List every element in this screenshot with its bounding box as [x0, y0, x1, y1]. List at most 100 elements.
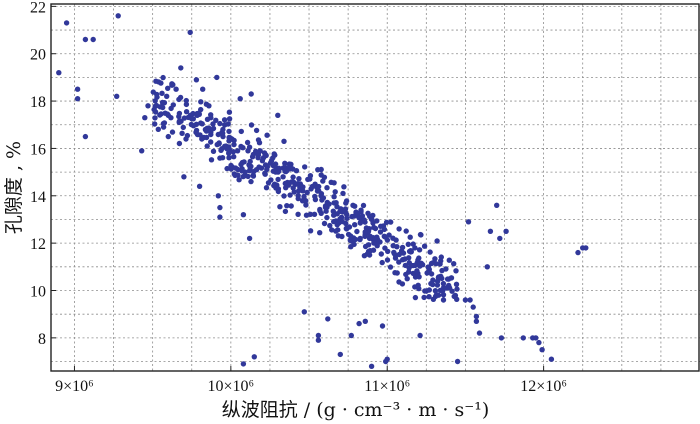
- data-point: [203, 101, 210, 107]
- data-point: [444, 276, 451, 282]
- data-point: [412, 262, 418, 269]
- data-point: [430, 260, 436, 266]
- data-point: [63, 20, 70, 26]
- data-point: [288, 203, 294, 209]
- data-point: [333, 228, 339, 234]
- y-tick-label: 18: [30, 94, 46, 111]
- data-point: [392, 255, 399, 261]
- data-point: [248, 122, 255, 128]
- data-point: [302, 164, 308, 170]
- data-point: [412, 294, 419, 301]
- data-point: [358, 207, 364, 213]
- data-point: [185, 114, 191, 121]
- data-point: [435, 275, 442, 281]
- data-point: [226, 109, 233, 115]
- data-point: [487, 228, 494, 234]
- data-point: [234, 148, 241, 154]
- data-point: [114, 93, 120, 100]
- data-point: [432, 256, 438, 262]
- data-point: [303, 212, 310, 218]
- data-point: [325, 316, 331, 322]
- data-point: [440, 297, 447, 303]
- data-point: [402, 262, 409, 269]
- data-point: [183, 97, 189, 104]
- data-point: [262, 171, 268, 177]
- data-point: [288, 161, 294, 167]
- data-point: [214, 141, 220, 148]
- data-point: [224, 165, 230, 172]
- data-point: [210, 125, 217, 132]
- data-point: [282, 160, 288, 166]
- data-point: [217, 204, 223, 211]
- data-point: [434, 238, 440, 244]
- data-point: [354, 211, 361, 217]
- data-point: [230, 149, 236, 155]
- data-point: [193, 77, 200, 83]
- data-point: [317, 230, 323, 236]
- data-point: [251, 354, 257, 360]
- data-point: [240, 173, 246, 180]
- data-point: [360, 202, 367, 209]
- data-point: [357, 219, 364, 225]
- data-point: [203, 134, 210, 141]
- data-point: [56, 70, 62, 76]
- data-point: [371, 240, 377, 246]
- data-point: [391, 249, 397, 256]
- data-point: [74, 96, 81, 102]
- data-point: [331, 218, 337, 225]
- data-point: [348, 244, 354, 250]
- data-point: [533, 335, 539, 341]
- data-point: [280, 174, 286, 180]
- data-point: [179, 130, 185, 136]
- data-point: [315, 167, 321, 173]
- data-point: [438, 258, 444, 264]
- data-point: [115, 13, 121, 19]
- data-point: [82, 36, 89, 43]
- data-point: [240, 212, 247, 218]
- data-point: [263, 185, 270, 191]
- data-point: [287, 192, 293, 198]
- data-point: [349, 213, 355, 220]
- data-point: [362, 318, 368, 324]
- data-point: [432, 288, 439, 294]
- x-tick-label: 10×10⁶: [208, 378, 255, 395]
- data-point: [262, 162, 269, 168]
- data-point: [329, 227, 335, 233]
- data-point: [208, 139, 214, 145]
- data-point: [263, 152, 269, 159]
- data-point: [74, 86, 81, 92]
- data-point: [307, 228, 314, 234]
- data-point: [181, 174, 187, 180]
- data-point: [352, 236, 359, 243]
- data-point: [394, 270, 400, 276]
- data-point: [275, 188, 282, 195]
- data-point: [387, 264, 394, 270]
- data-point: [219, 155, 226, 161]
- data-point: [153, 102, 160, 109]
- data-point: [264, 166, 270, 173]
- data-point: [327, 222, 333, 229]
- data-point: [372, 225, 379, 232]
- data-point: [154, 91, 160, 98]
- data-point: [226, 155, 232, 161]
- data-point: [142, 115, 148, 121]
- data-point: [417, 332, 423, 339]
- data-point: [352, 203, 358, 209]
- data-point: [465, 219, 472, 225]
- data-point: [354, 228, 360, 235]
- data-point: [337, 351, 343, 358]
- data-point: [494, 202, 500, 208]
- data-point: [228, 166, 234, 172]
- data-point: [177, 94, 184, 101]
- data-point: [405, 241, 411, 247]
- data-point: [165, 133, 171, 140]
- data-point: [332, 189, 338, 195]
- data-point: [446, 257, 452, 263]
- data-point: [403, 228, 409, 234]
- data-point: [449, 288, 455, 294]
- data-point: [218, 147, 224, 153]
- data-point: [384, 237, 391, 243]
- data-point: [320, 178, 326, 184]
- data-point: [421, 294, 427, 301]
- data-point: [338, 206, 344, 212]
